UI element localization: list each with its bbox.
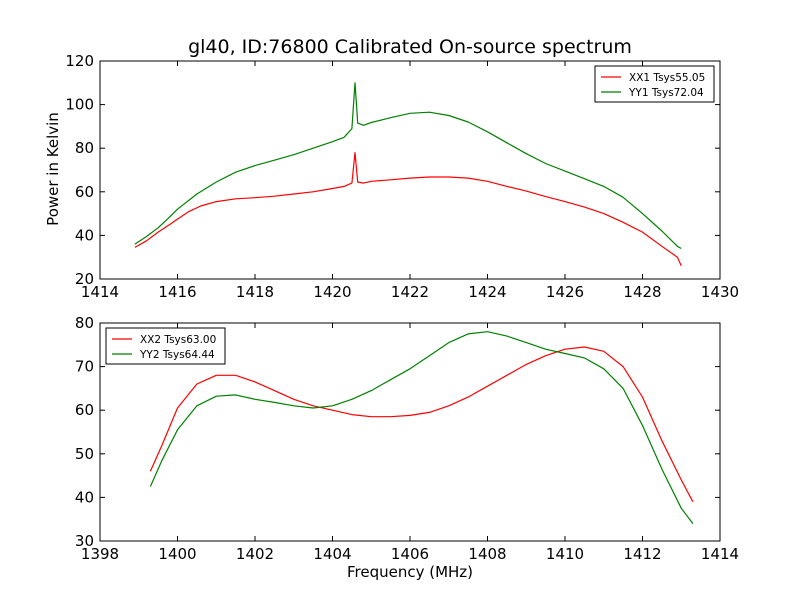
- bottom-series-line-1: [149, 346, 694, 503]
- top-x-tick-label: 1426: [546, 283, 584, 301]
- bottom-x-tick-label: 1404: [313, 545, 351, 563]
- bottom-legend-label-1: XX2 Tsys63.00: [140, 334, 216, 346]
- top-x-tick-label: 1414: [81, 283, 119, 301]
- bottom-x-tick-label: 1400: [158, 545, 196, 563]
- top-series-line-1: [134, 152, 682, 267]
- bottom-y-tick-label: 30: [75, 532, 94, 550]
- top-x-tick-label: 1416: [158, 283, 196, 301]
- top-y-tick-label: 120: [65, 52, 94, 70]
- top-legend-label-1: XX1 Tsys55.05: [629, 72, 705, 84]
- bottom-x-tick-label: 1414: [701, 545, 739, 563]
- bottom-y-tick-label: 60: [75, 401, 94, 419]
- top-x-tick-label: 1430: [701, 283, 739, 301]
- top-legend: XX1 Tsys55.05 YY1 Tsys72.04: [594, 65, 715, 103]
- bottom-series-line-2: [149, 331, 694, 524]
- top-x-tick-label: 1424: [468, 283, 506, 301]
- top-x-tick-label: 1422: [391, 283, 429, 301]
- bottom-x-tick-label: 1406: [391, 545, 429, 563]
- bottom-legend-label-2: YY2 Tsys64.44: [139, 349, 215, 361]
- top-legend-label-2: YY1 Tsys72.04: [628, 87, 704, 99]
- top-legend-box: [594, 65, 715, 103]
- top-x-tick-label: 1420: [313, 283, 351, 301]
- bottom-x-tick-label: 1398: [81, 545, 119, 563]
- bottom-y-tick-label: 80: [75, 314, 94, 332]
- bottom-legend-box: [105, 327, 226, 365]
- top-y-tick-label: 100: [65, 96, 94, 114]
- x-axis-label: Frequency (MHz): [347, 563, 473, 581]
- bottom-x-tick-label: 1410: [546, 545, 584, 563]
- top-y-tick-label: 20: [75, 270, 94, 288]
- bottom-y-tick-label: 70: [75, 358, 94, 376]
- top-x-tick-label: 1418: [236, 283, 274, 301]
- bottom-legend: XX2 Tsys63.00 YY2 Tsys64.44: [105, 327, 226, 365]
- y-axis-label: Power in Kelvin: [44, 112, 62, 226]
- top-y-tick-label: 40: [75, 226, 94, 244]
- top-y-tick-label: 60: [75, 183, 94, 201]
- chart-title: gl40, ID:76800 Calibrated On-source spec…: [188, 36, 632, 58]
- bottom-x-tick-label: 1412: [623, 545, 661, 563]
- bottom-y-tick-label: 40: [75, 488, 94, 506]
- bottom-x-tick-label: 1408: [468, 545, 506, 563]
- bottom-axes-frame: [99, 322, 721, 542]
- top-x-tick-label: 1428: [623, 283, 661, 301]
- top-axes-frame: [99, 60, 721, 280]
- top-y-tick-label: 80: [75, 139, 94, 157]
- top-series-line-2: [134, 82, 682, 250]
- bottom-plot: 1398 1400 1402 1404 1406 1408 1410 1412 1414 30 40…: [75, 314, 739, 563]
- bottom-y-tick-label: 50: [75, 445, 94, 463]
- top-plot: 1414 1416 1418 1420 1422 1424 1426 1428 1430 20 40…: [65, 52, 739, 301]
- bottom-x-tick-label: 1402: [236, 545, 274, 563]
